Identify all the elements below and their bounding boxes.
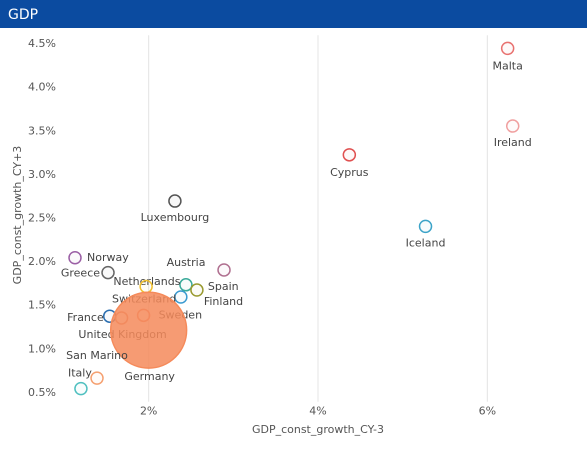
point-label: Luxembourg — [141, 211, 210, 224]
point-label: Malta — [492, 59, 522, 72]
point-label: Spain — [208, 280, 239, 293]
x-tick-label: 2% — [140, 405, 157, 418]
point-label: France — [67, 311, 104, 324]
x-axis-title: GDP_const_growth_CY-3 — [252, 423, 384, 436]
point-label: Iceland — [406, 236, 446, 249]
point-label: Norway — [87, 251, 129, 264]
data-point — [418, 219, 433, 234]
y-tick-label: 3.5% — [28, 124, 56, 137]
point-label: Germany — [124, 370, 175, 383]
y-tick-label: 2.5% — [28, 212, 56, 225]
point-label: San Marino — [66, 349, 128, 362]
y-tick-label: 1.0% — [28, 342, 56, 355]
data-point — [168, 194, 182, 208]
data-point — [500, 41, 515, 56]
data-point — [139, 279, 153, 294]
data-point — [68, 251, 82, 265]
x-tick-label: 4% — [309, 405, 326, 418]
data-point — [74, 381, 88, 396]
y-tick-label: 3.0% — [28, 168, 56, 181]
point-label: Ireland — [494, 136, 532, 149]
data-point — [101, 265, 115, 280]
y-axis-title: GDP_const_growth_CY+3 — [11, 146, 24, 285]
point-label: Austria — [167, 256, 206, 269]
data-point — [505, 119, 520, 133]
point-label: Greece — [61, 267, 100, 280]
y-tick-label: 1.5% — [28, 299, 56, 312]
point-label: Cyprus — [330, 166, 369, 179]
data-point — [217, 263, 231, 277]
data-point — [109, 291, 188, 369]
y-tick-label: 0.5% — [28, 386, 56, 399]
point-label: Italy — [68, 367, 92, 380]
point-label: Finland — [204, 295, 243, 308]
x-tick-label: 6% — [479, 405, 496, 418]
y-tick-label: 2.0% — [28, 255, 56, 268]
y-tick-label: 4.5% — [28, 37, 56, 50]
data-point — [342, 148, 357, 162]
header-bar — [0, 0, 587, 28]
data-point — [190, 283, 204, 297]
data-point — [174, 290, 188, 304]
data-point — [179, 278, 193, 292]
chart-title: GDP — [8, 7, 38, 23]
y-tick-label: 4.0% — [28, 81, 56, 94]
data-point — [90, 371, 104, 385]
